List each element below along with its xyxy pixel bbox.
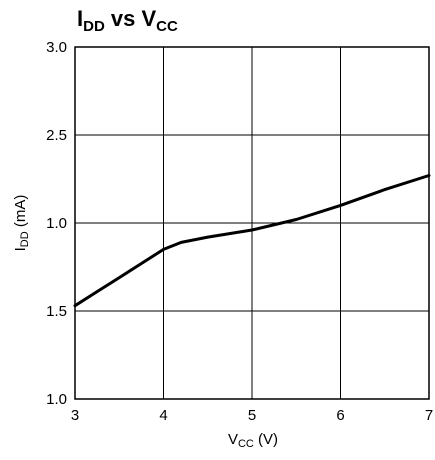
x-tick-label: 7	[425, 407, 433, 424]
y-axis-label-main: I	[12, 247, 29, 251]
x-axis-label-subscript: CC	[238, 438, 254, 450]
x-axis-label-unit: (V)	[254, 431, 278, 448]
title-main: I	[77, 6, 83, 31]
x-tick-label: 5	[248, 407, 256, 424]
y-axis-label: IDD (mA)	[12, 195, 31, 252]
y-tick-label: 1.0	[46, 215, 67, 232]
x-axis-label: VCC (V)	[228, 431, 278, 450]
y-axis-label-unit: (mA)	[12, 195, 29, 232]
y-tick-label: 1.5	[46, 303, 67, 320]
y-tick-labels: 1.0 1.5 1.0 2.5 3.0	[46, 39, 67, 408]
plot-frame	[74, 46, 430, 400]
x-tick-label: 6	[336, 407, 344, 424]
x-axis-label-main: V	[228, 431, 238, 448]
title-middle: vs V	[105, 6, 157, 31]
x-tick-labels: 3 4 5 6 7	[71, 407, 433, 424]
y-tick-label: 2.5	[46, 127, 67, 144]
grid	[75, 47, 429, 399]
y-tick-label: 3.0	[46, 39, 67, 56]
x-tick-label: 4	[159, 407, 167, 424]
series-line	[73, 174, 431, 308]
x-tick-label: 3	[71, 407, 79, 424]
title-subscript: DD	[83, 18, 105, 35]
chart-title: IDD vs VCC	[77, 6, 178, 35]
y-tick-label: 1.0	[46, 391, 67, 408]
y-axis-label-subscript: DD	[19, 231, 31, 247]
title-subscript-2: CC	[156, 18, 178, 35]
